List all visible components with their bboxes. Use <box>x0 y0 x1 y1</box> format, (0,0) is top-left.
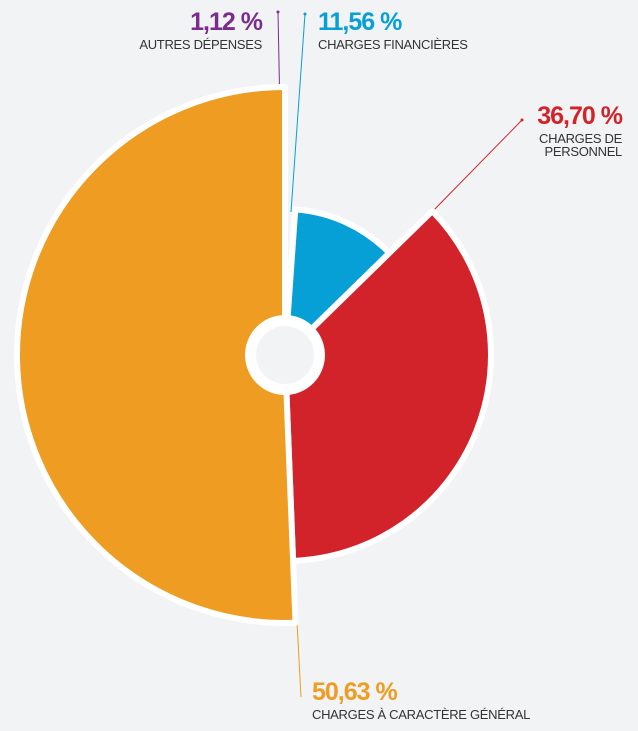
value-label: 1,12 % <box>190 8 263 36</box>
slice-label: 11,56 % CHARGES FINANCIÈRES <box>318 8 578 52</box>
leader-dot <box>276 10 280 14</box>
category-label: CHARGES FINANCIÈRES <box>318 37 468 52</box>
value-label: 36,70 % <box>537 102 623 130</box>
leader-dot <box>303 12 307 16</box>
slice-label: 36,70 % CHARGES DE PERSONNEL <box>512 102 623 159</box>
leader-line <box>429 119 523 215</box>
category-label: AUTRES DÉPENSES <box>139 37 262 52</box>
slice-label: 1,12 % AUTRES DÉPENSES <box>62 8 263 52</box>
value-label: 11,56 % <box>318 8 402 36</box>
leader-line <box>296 621 302 698</box>
leader-dot <box>520 118 524 122</box>
slice <box>13 84 299 626</box>
value-label: 50,63 % <box>312 678 398 706</box>
slice-label: 50,63 % CHARGES À CARACTÈRE GÉNÉRAL <box>312 678 632 722</box>
category-label: CHARGES DE PERSONNEL <box>539 131 622 159</box>
slice <box>282 206 393 358</box>
center-hole <box>256 326 314 384</box>
slice <box>282 207 494 564</box>
leader-line <box>290 13 306 213</box>
category-label: CHARGES À CARACTÈRE GÉNÉRAL <box>312 707 531 722</box>
